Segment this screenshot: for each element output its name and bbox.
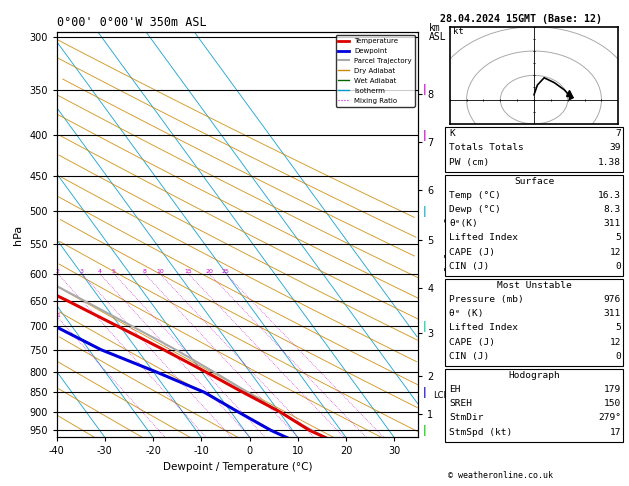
- Text: kt: kt: [453, 27, 464, 36]
- Text: 0°00' 0°00'W 350m ASL: 0°00' 0°00'W 350m ASL: [57, 16, 206, 29]
- Text: |: |: [423, 387, 426, 398]
- Text: 39: 39: [610, 143, 621, 153]
- Text: EH: EH: [449, 385, 460, 394]
- Text: 179: 179: [604, 385, 621, 394]
- Text: © weatheronline.co.uk: © weatheronline.co.uk: [448, 471, 553, 480]
- Text: 0: 0: [615, 262, 621, 271]
- Text: θᵉ(K): θᵉ(K): [449, 219, 478, 228]
- Text: SREH: SREH: [449, 399, 472, 408]
- Text: 12: 12: [610, 338, 621, 347]
- Text: 7: 7: [615, 129, 621, 139]
- Text: LCL: LCL: [433, 391, 448, 400]
- Text: 28.04.2024 15GMT (Base: 12): 28.04.2024 15GMT (Base: 12): [440, 14, 602, 24]
- Text: 279°: 279°: [598, 414, 621, 422]
- Text: θᵉ (K): θᵉ (K): [449, 309, 484, 318]
- Text: 10: 10: [156, 269, 164, 274]
- Text: StmSpd (kt): StmSpd (kt): [449, 428, 513, 437]
- Y-axis label: Mixing Ratio (g/kg): Mixing Ratio (g/kg): [443, 195, 452, 274]
- Text: 311: 311: [604, 219, 621, 228]
- Text: 2: 2: [56, 269, 60, 274]
- Text: 17: 17: [610, 428, 621, 437]
- Text: CIN (J): CIN (J): [449, 352, 489, 361]
- Text: Pressure (mb): Pressure (mb): [449, 295, 524, 304]
- Text: 8: 8: [143, 269, 147, 274]
- Text: CAPE (J): CAPE (J): [449, 248, 495, 257]
- Text: |: |: [423, 321, 426, 331]
- Text: |: |: [423, 425, 426, 436]
- Text: |: |: [423, 130, 426, 141]
- Text: Lifted Index: Lifted Index: [449, 233, 518, 243]
- Text: 8.3: 8.3: [604, 205, 621, 214]
- Text: km: km: [429, 23, 441, 34]
- Text: K: K: [449, 129, 455, 139]
- Text: PW (cm): PW (cm): [449, 157, 489, 167]
- Text: 0: 0: [615, 352, 621, 361]
- Text: ASL: ASL: [429, 32, 447, 42]
- X-axis label: Dewpoint / Temperature (°C): Dewpoint / Temperature (°C): [163, 462, 312, 472]
- Text: 150: 150: [604, 399, 621, 408]
- Text: 976: 976: [604, 295, 621, 304]
- Text: |: |: [423, 85, 426, 95]
- Text: 4: 4: [97, 269, 102, 274]
- Text: CAPE (J): CAPE (J): [449, 338, 495, 347]
- Text: Totals Totals: Totals Totals: [449, 143, 524, 153]
- Text: StmDir: StmDir: [449, 414, 484, 422]
- Text: 1: 1: [57, 313, 60, 318]
- Text: 5: 5: [112, 269, 116, 274]
- Text: CIN (J): CIN (J): [449, 262, 489, 271]
- Y-axis label: hPa: hPa: [13, 225, 23, 244]
- Text: 3: 3: [80, 269, 84, 274]
- Text: Hodograph: Hodograph: [508, 371, 560, 380]
- Text: |: |: [423, 206, 426, 217]
- Text: Lifted Index: Lifted Index: [449, 324, 518, 332]
- Text: 311: 311: [604, 309, 621, 318]
- Text: 12: 12: [610, 248, 621, 257]
- Text: 15: 15: [184, 269, 192, 274]
- Text: 16.3: 16.3: [598, 191, 621, 200]
- Text: Most Unstable: Most Unstable: [497, 281, 572, 290]
- Text: 20: 20: [205, 269, 213, 274]
- Text: Surface: Surface: [515, 177, 554, 186]
- Text: Temp (°C): Temp (°C): [449, 191, 501, 200]
- Text: Dewp (°C): Dewp (°C): [449, 205, 501, 214]
- Legend: Temperature, Dewpoint, Parcel Trajectory, Dry Adiabat, Wet Adiabat, Isotherm, Mi: Temperature, Dewpoint, Parcel Trajectory…: [336, 35, 415, 107]
- Text: 5: 5: [615, 233, 621, 243]
- Text: 1.38: 1.38: [598, 157, 621, 167]
- Text: 5: 5: [615, 324, 621, 332]
- Text: 25: 25: [221, 269, 230, 274]
